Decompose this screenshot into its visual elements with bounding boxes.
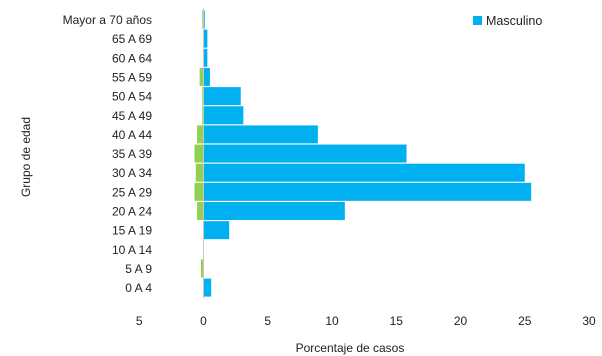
x-tick-label-7: 30 bbox=[582, 314, 596, 328]
bar-series-2-5-a-9 bbox=[200, 259, 204, 278]
bar-masculino-mayor-a-70-a-os bbox=[203, 10, 205, 29]
y-tick-label-55-a-59: 55 A 59 bbox=[112, 70, 152, 84]
bar-series-2-25-a-29 bbox=[194, 182, 204, 201]
bar-masculino-65-a-69 bbox=[203, 29, 208, 48]
y-tick-label-60-a-64: 60 A 64 bbox=[112, 51, 152, 65]
bar-masculino-55-a-59 bbox=[203, 67, 210, 86]
legend-label-masculino: Masculino bbox=[486, 14, 542, 28]
y-tick-label-65-a-69: 65 A 69 bbox=[112, 32, 152, 46]
bar-masculino-20-a-24 bbox=[203, 202, 345, 220]
bar-series-2-20-a-24 bbox=[197, 202, 204, 220]
bar-series-2-45-a-49 bbox=[202, 106, 204, 125]
x-tick-label-5: 20 bbox=[454, 314, 468, 328]
x-tick-label-1: 0 bbox=[200, 314, 207, 328]
bar-masculino-15-a-19 bbox=[203, 221, 230, 240]
y-tick-label-35-a-39: 35 A 39 bbox=[112, 147, 152, 161]
y-tick-label-0-a-4: 0 A 4 bbox=[125, 281, 152, 295]
bar-masculino-50-a-54 bbox=[203, 87, 241, 106]
bar-masculino-40-a-44 bbox=[203, 125, 318, 144]
y-tick-label-25-a-29: 25 A 29 bbox=[112, 185, 152, 199]
bar-series-2-30-a-34 bbox=[195, 163, 204, 182]
bar-series-2-35-a-39 bbox=[194, 144, 204, 163]
y-tick-label-15-a-19: 15 A 19 bbox=[112, 224, 152, 238]
x-tick-label-4: 15 bbox=[390, 314, 404, 328]
bar-masculino-35-a-39 bbox=[203, 144, 407, 163]
bar-series-2-50-a-54 bbox=[202, 87, 204, 106]
y-tick-label-45-a-49: 45 A 49 bbox=[112, 109, 152, 123]
y-tick-label-20-a-24: 20 A 24 bbox=[112, 205, 152, 219]
bar-series-2-mayor-a-70-a-os bbox=[202, 10, 204, 29]
x-tick-label-0: 5 bbox=[136, 314, 143, 328]
bars-layer bbox=[194, 10, 532, 297]
y-tick-labels: Mayor a 70 años 65 A 69 60 A 64 55 A 59 50 A… bbox=[63, 13, 153, 295]
x-tick-label-3: 10 bbox=[325, 314, 339, 328]
x-axis-title: Porcentaje de casos bbox=[296, 341, 405, 355]
legend: Masculino bbox=[473, 14, 542, 28]
x-tick-label-6: 25 bbox=[518, 314, 532, 328]
y-tick-label-10-a-14: 10 A 14 bbox=[112, 243, 152, 257]
y-tick-label-50-a-54: 50 A 54 bbox=[112, 90, 152, 104]
y-tick-label-mayor-a-70-a-os: Mayor a 70 años bbox=[63, 13, 152, 27]
y-axis-title: Grupo de edad bbox=[19, 117, 33, 197]
bar-masculino-0-a-4 bbox=[203, 278, 212, 297]
y-tick-label-30-a-34: 30 A 34 bbox=[112, 166, 152, 180]
y-tick-label-5-a-9: 5 A 9 bbox=[125, 262, 152, 276]
bar-masculino-45-a-49 bbox=[203, 106, 244, 125]
y-tick-label-40-a-44: 40 A 44 bbox=[112, 128, 152, 142]
bar-masculino-25-a-29 bbox=[203, 182, 532, 201]
legend-swatch-masculino bbox=[473, 16, 482, 25]
bar-series-2-40-a-44 bbox=[197, 125, 204, 144]
bar-masculino-60-a-64 bbox=[203, 48, 208, 67]
x-tick-labels: 5 0 5 10 15 20 25 30 bbox=[136, 314, 596, 328]
bar-series-2-55-a-59 bbox=[199, 67, 204, 86]
bar-masculino-30-a-34 bbox=[203, 163, 525, 182]
x-tick-label-2: 5 bbox=[264, 314, 271, 328]
